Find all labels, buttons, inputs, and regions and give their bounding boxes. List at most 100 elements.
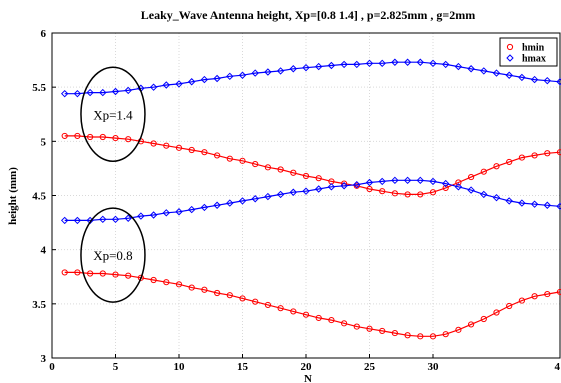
data-point — [531, 152, 538, 159]
data-point — [416, 176, 425, 185]
data-point — [404, 332, 411, 339]
series-line — [64, 271, 561, 337]
data-point — [226, 72, 234, 81]
data-point — [111, 87, 120, 96]
annotation-ellipse — [80, 207, 146, 303]
data-point — [404, 191, 411, 198]
data-point — [264, 301, 271, 309]
data-point — [252, 298, 259, 305]
data-point — [556, 78, 561, 86]
data-point — [137, 274, 144, 281]
annotation-label: Xp=1.4 — [93, 107, 133, 122]
data-point — [239, 157, 246, 164]
data-point — [214, 152, 221, 159]
data-point — [429, 189, 437, 196]
data-point — [340, 60, 348, 69]
data-point — [506, 158, 513, 166]
data-point — [429, 177, 437, 186]
data-point — [162, 81, 171, 89]
data-point — [112, 271, 119, 278]
x-tick-label: 0 — [49, 361, 55, 373]
series-hmin-Xp08 — [61, 269, 561, 340]
data-point — [492, 69, 501, 77]
data-point — [302, 63, 310, 72]
series-hmax-Xp14 — [60, 58, 561, 98]
data-point — [162, 209, 171, 217]
data-point — [277, 305, 284, 312]
data-point — [353, 60, 361, 69]
data-point — [429, 333, 437, 340]
data-point — [468, 321, 475, 328]
data-point — [378, 59, 386, 68]
data-point — [353, 180, 361, 189]
x-tick-label: 5 — [113, 361, 119, 373]
data-point — [163, 279, 170, 286]
x-axis-label: N — [304, 373, 312, 383]
data-point — [353, 323, 360, 330]
data-point — [340, 182, 348, 190]
y-tick-label: 3.5 — [32, 299, 46, 311]
data-point — [403, 58, 412, 66]
data-point — [530, 200, 539, 208]
data-point — [276, 67, 285, 75]
data-point — [327, 183, 336, 191]
data-point — [467, 65, 475, 73]
data-point — [238, 197, 247, 205]
data-point — [251, 69, 259, 77]
data-point — [125, 272, 132, 279]
data-point — [99, 133, 106, 141]
data-point — [73, 89, 82, 98]
data-point — [467, 186, 475, 194]
data-point — [315, 314, 322, 322]
data-point — [290, 169, 297, 176]
data-point — [391, 176, 399, 185]
data-point — [175, 80, 183, 88]
y-tick-label: 4.5 — [32, 191, 46, 203]
data-point — [201, 286, 208, 293]
data-point — [442, 184, 449, 192]
data-point — [289, 65, 298, 73]
data-point — [175, 144, 183, 151]
data-point — [175, 208, 183, 216]
data-point — [543, 76, 552, 85]
data-point — [328, 316, 335, 324]
y-tick-label: 6 — [41, 28, 47, 40]
data-point — [480, 168, 487, 175]
data-point — [214, 289, 221, 297]
data-point — [480, 67, 488, 75]
plot-area: 0 5 10 15 20 25 30 4 3 3.5 4 4.5 5 5.5 6 Xp=1.4 Xp=0.8 hm… — [32, 28, 561, 373]
data-point — [391, 58, 399, 66]
data-point — [365, 59, 374, 68]
data-point — [125, 136, 132, 143]
data-point — [111, 215, 120, 224]
series-hmin-Xp14 — [61, 132, 561, 198]
data-point — [492, 193, 501, 202]
y-axis-label: height (mm) — [7, 167, 19, 225]
x-tick-label: 25 — [364, 361, 376, 373]
data-point — [149, 83, 158, 91]
series-line — [64, 135, 561, 195]
y-tick-label: 3 — [41, 353, 47, 365]
data-point — [124, 86, 132, 95]
series-hmax-Xp08 — [60, 176, 561, 225]
y-tick-label: 5.5 — [32, 82, 46, 94]
data-point — [137, 212, 145, 220]
data-point — [314, 185, 323, 193]
data-point — [391, 190, 398, 197]
data-point — [468, 173, 475, 181]
annotation-ellipse — [80, 66, 146, 162]
data-point — [518, 199, 526, 207]
data-point — [60, 216, 69, 225]
data-point — [518, 73, 526, 82]
data-point — [314, 62, 323, 71]
series-line — [64, 61, 561, 95]
data-point — [60, 89, 69, 98]
data-point — [416, 58, 425, 66]
data-point — [455, 326, 462, 333]
data-point — [277, 166, 284, 173]
data-point — [201, 149, 208, 156]
legend-label: hmin — [522, 43, 545, 54]
data-point — [544, 290, 551, 298]
